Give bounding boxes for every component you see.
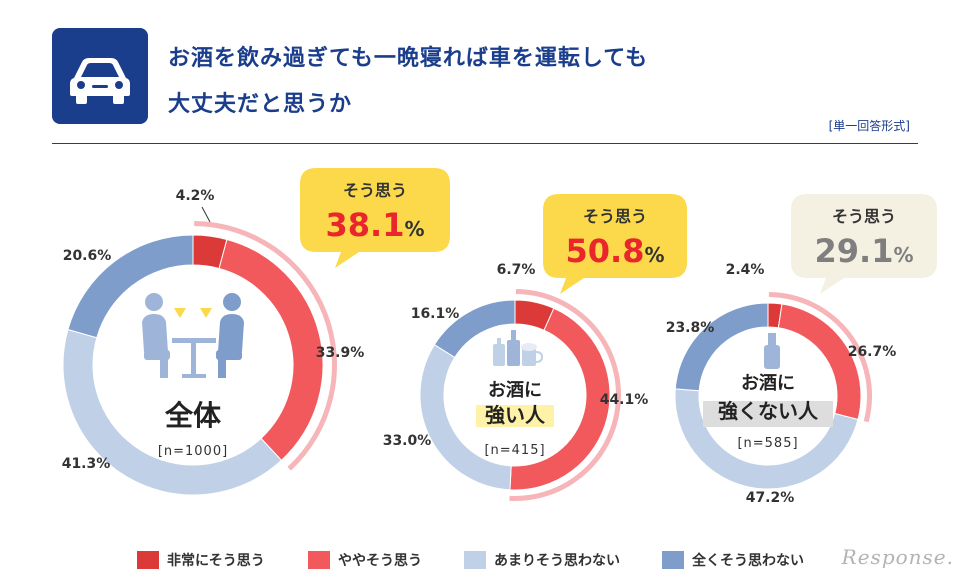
callout-label: そう思う xyxy=(343,181,407,200)
n-label-strong: [n=415] xyxy=(484,443,545,458)
chart-title-line-2: 大丈夫だと思うか xyxy=(168,92,353,117)
callout-value: 50.8% xyxy=(566,232,665,270)
chart-title-line-1: お酒を飲み過ぎても一晩寝れば車を運転しても xyxy=(168,46,649,71)
pct-label-strong-not-really: 33.0% xyxy=(383,433,432,449)
callout-bubble xyxy=(543,194,687,294)
slice-not-at-all xyxy=(433,299,516,359)
legend-label: ややそう思う xyxy=(338,553,422,569)
donut-slices-strong xyxy=(419,299,611,491)
callout-value: 29.1% xyxy=(815,232,914,270)
legend-label: 非常にそう思う xyxy=(167,553,265,569)
brand-logo: Response. xyxy=(841,545,954,569)
bottles-icon xyxy=(493,330,544,366)
pct-label-weak-not-at-all: 23.8% xyxy=(666,320,715,336)
slice-not-really xyxy=(674,388,859,490)
highlight-weak xyxy=(703,401,833,427)
pct-label-strong-somewhat: 44.1% xyxy=(600,392,649,408)
highlight-strong xyxy=(476,405,554,427)
donut-slices-weak xyxy=(674,302,862,490)
slice-not-at-all xyxy=(67,234,194,339)
legend: 非常にそう思う ややそう思う あまりそう思わない 全くそう思わない xyxy=(0,548,968,572)
legend-item-strongly-agree: 非常にそう思う xyxy=(137,548,265,572)
center-title-weak-line2: 強くない人 xyxy=(718,399,819,423)
legend-swatch xyxy=(308,551,330,569)
donut-charts: 全体 [n=1000] 4.2% 33.9% 41.3% 20.6% そう思う 3… xyxy=(62,168,937,506)
center-title-overall: 全体 xyxy=(164,399,222,432)
legend-swatch xyxy=(662,551,684,569)
callout-bubble xyxy=(300,168,450,268)
pct-label-overall-somewhat: 33.9% xyxy=(316,345,365,361)
car-icon xyxy=(52,28,148,124)
donut-chart-weak: お酒に 強くない人 [n=585] 2.4% 26.7% 47.2% 23.8%… xyxy=(666,194,937,506)
pct-label-weak-not-really: 47.2% xyxy=(746,490,795,506)
center-title-strong-line2: 強い人 xyxy=(485,403,546,427)
donut-slices-overall xyxy=(62,234,324,496)
legend-item-not-really: あまりそう思わない xyxy=(464,548,620,572)
pct-label-overall-not-at-all: 20.6% xyxy=(63,248,112,264)
legend-label: あまりそう思わない xyxy=(494,553,620,569)
legend-swatch xyxy=(464,551,486,569)
legend-label: 全くそう思わない xyxy=(692,553,804,569)
pct-label-strong-not-at-all: 16.1% xyxy=(411,306,460,322)
pct-label-weak-strongly: 2.4% xyxy=(726,262,765,278)
donut-chart-strong: お酒に 強い人 [n=415] 6.7% 44.1% 33.0% 16.1% そ… xyxy=(383,194,687,501)
bottle-icon xyxy=(764,333,780,369)
n-label-overall: [n=1000] xyxy=(158,444,228,459)
legend-swatch xyxy=(137,551,159,569)
callout-overall: そう思う 38.1% xyxy=(300,168,450,268)
pct-label-overall-not-really: 41.3% xyxy=(62,456,111,472)
callout-bubble xyxy=(791,194,937,294)
callout-label: そう思う xyxy=(583,207,647,226)
legend-item-somewhat-agree: ややそう思う xyxy=(308,548,422,572)
n-label-weak: [n=585] xyxy=(737,436,798,451)
legend-item-not-at-all: 全くそう思わない xyxy=(662,548,804,572)
slice-not-at-all xyxy=(674,302,769,392)
header-divider xyxy=(52,143,918,144)
pct-label-weak-somewhat: 26.7% xyxy=(848,344,897,360)
answer-format-note: [単一回答形式] xyxy=(828,119,910,133)
callout-value: 38.1% xyxy=(326,206,425,244)
pct-label-overall-strongly: 4.2% xyxy=(176,188,215,204)
center-title-strong-line1: お酒に xyxy=(488,379,542,401)
drinking-people-icon xyxy=(142,293,244,378)
pct-label-strong-strongly: 6.7% xyxy=(497,262,536,278)
callout-weak: そう思う 29.1% xyxy=(791,194,937,294)
center-title-weak-line1: お酒に xyxy=(741,372,795,394)
callout-label: そう思う xyxy=(832,207,896,226)
callout-strong: そう思う 50.8% xyxy=(543,194,687,294)
leader-line xyxy=(201,206,211,223)
donut-chart-overall: 全体 [n=1000] 4.2% 33.9% 41.3% 20.6% そう思う 3… xyxy=(62,168,450,496)
